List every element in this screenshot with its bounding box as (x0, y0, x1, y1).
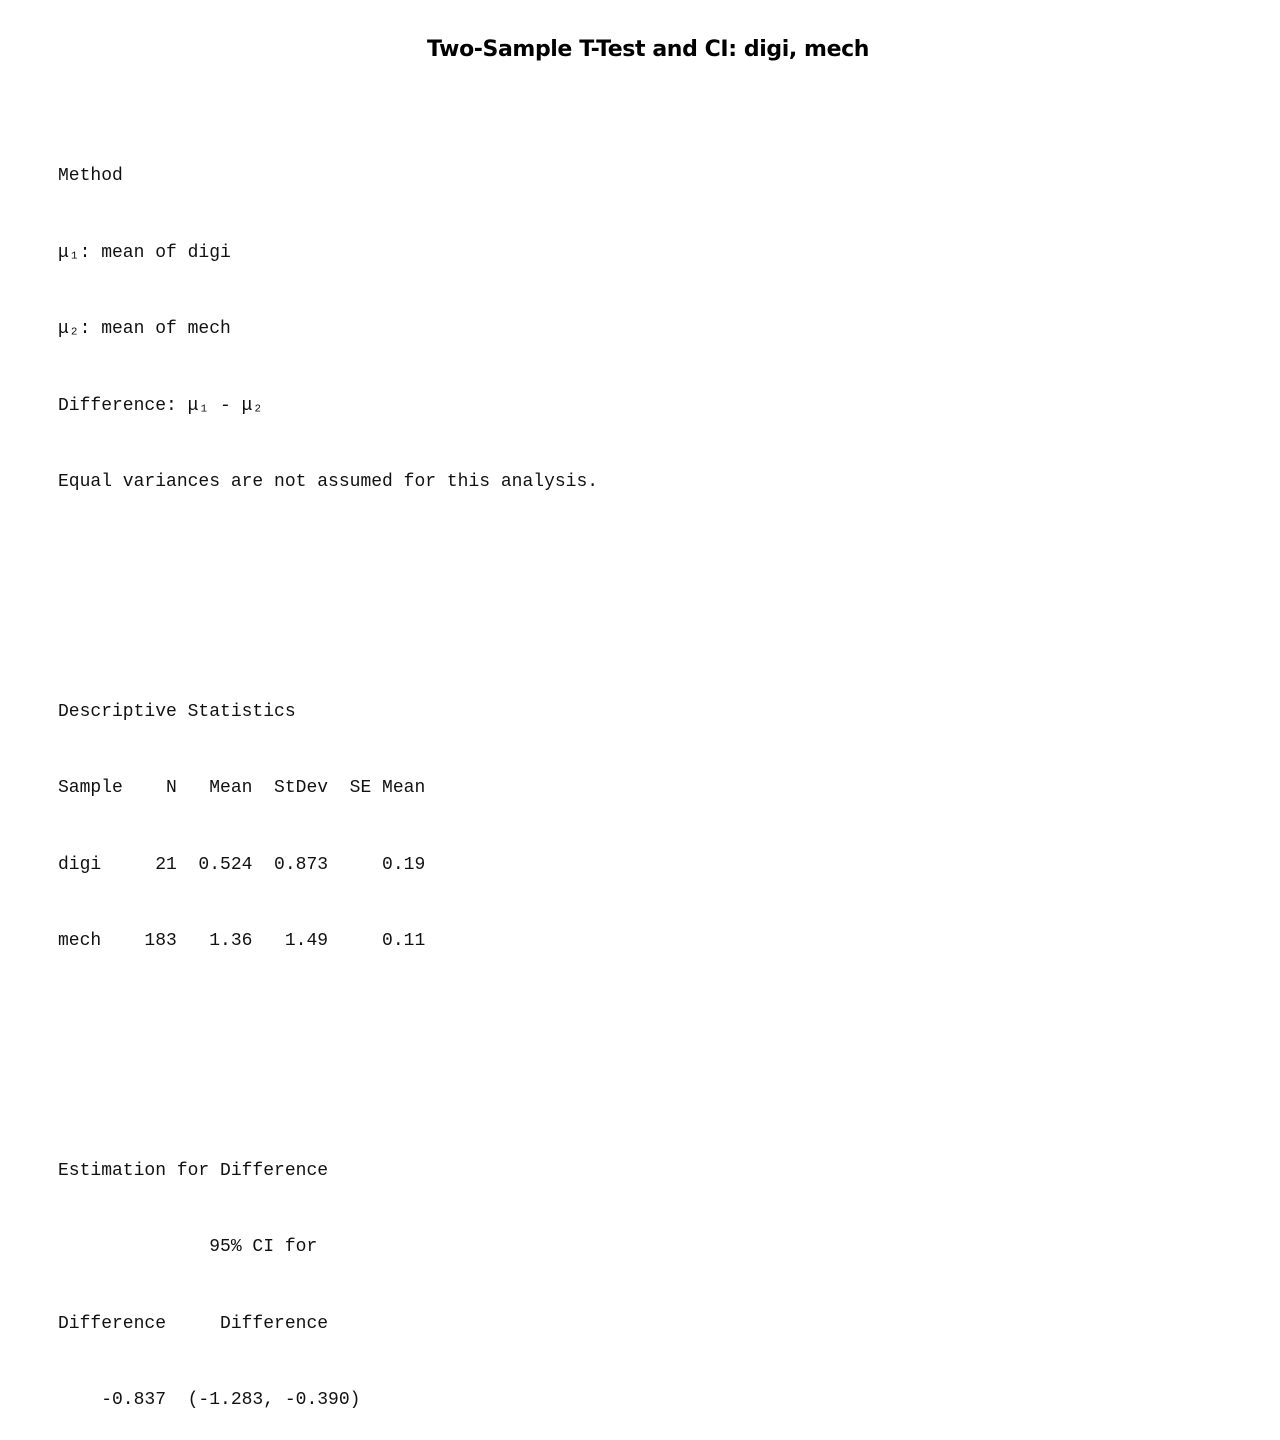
estimation-heading: Estimation for Difference (58, 1160, 329, 1181)
method-mu1: μ₁: mean of digi (58, 242, 231, 263)
method-mu2: μ₂: mean of mech (58, 319, 231, 339)
descriptive-row-mech: mech 183 1.36 1.49 0.11 (58, 931, 426, 951)
method-note: Equal variances are not assumed for this… (58, 472, 599, 492)
spacer (58, 623, 598, 649)
spacer (58, 1006, 598, 1032)
slide: Two-Sample T-Test and CI: digi, mech Met… (58, 37, 870, 1410)
descriptive-heading: Descriptive Statistics (58, 701, 296, 722)
spacer (58, 547, 598, 573)
spacer (58, 1082, 598, 1108)
descriptive-row-digi: digi 21 0.524 0.873 0.19 (58, 854, 426, 875)
estimation-header-difference: Difference Difference (58, 1313, 329, 1334)
estimation-row: -0.837 (-1.283, -0.390) (58, 1390, 361, 1410)
descriptive-header: Sample N Mean StDev SE Mean (58, 778, 426, 798)
method-heading: Method (58, 166, 123, 186)
slide-title: Two-Sample T-Test and CI: digi, mech (426, 37, 870, 62)
test-output: Method μ₁: mean of digi μ₂: mean of mech… (58, 113, 598, 1440)
estimation-header-ci: 95% CI for (58, 1237, 318, 1257)
method-difference: Difference: μ₁ - μ₂ (58, 395, 264, 416)
